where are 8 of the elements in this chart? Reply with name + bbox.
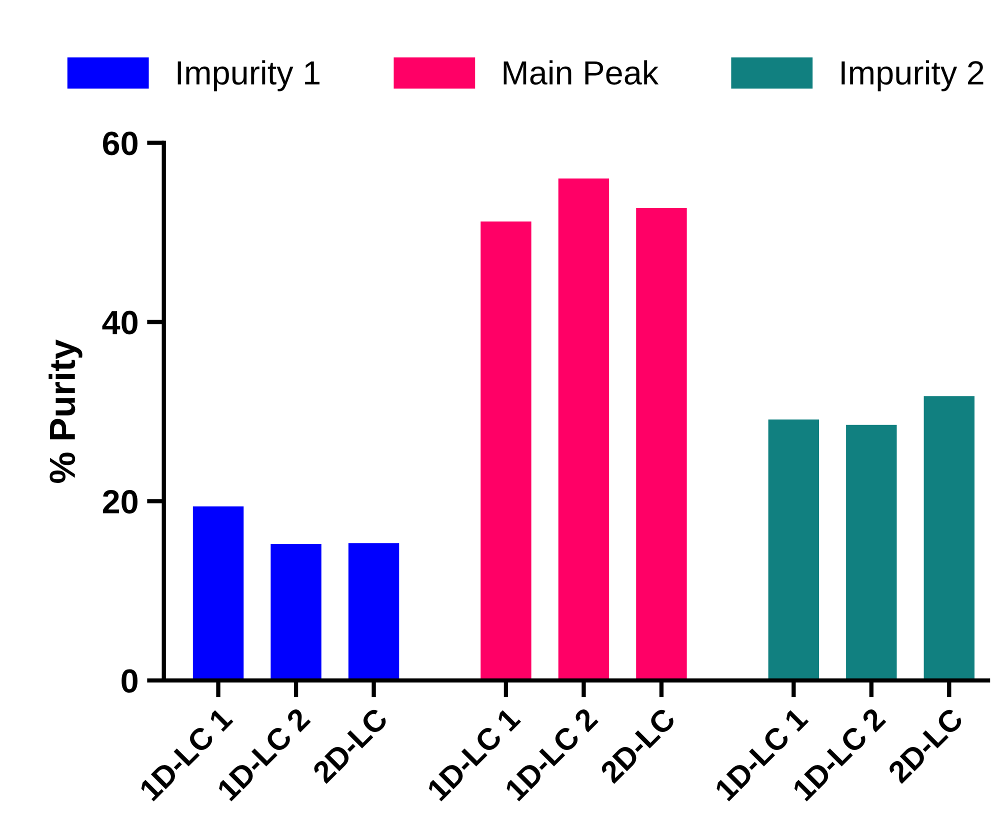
legend-label: Impurity 1 [178, 60, 320, 92]
y-tick-label: 0 [122, 669, 138, 693]
y-tick-label: 20 [102, 490, 138, 514]
y-tick-label: 60 [102, 132, 138, 156]
legend-label: Main Peak [504, 60, 659, 85]
legend-label: Impurity 2 [842, 60, 984, 92]
y-tick-label: 40 [102, 310, 138, 334]
y-axis-title: % Purity [48, 340, 82, 483]
